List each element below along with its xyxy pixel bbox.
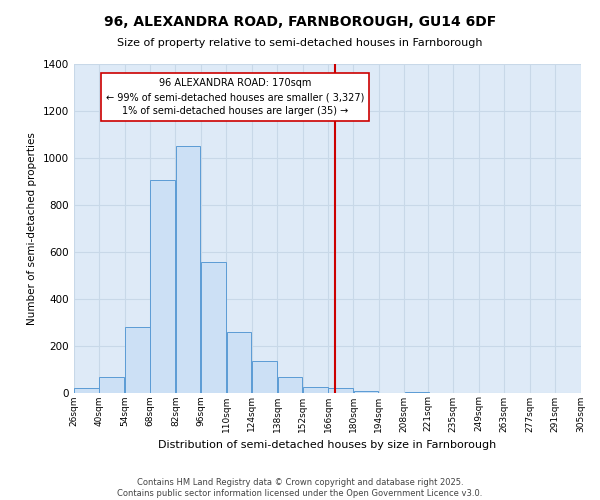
Bar bbox=[278, 378, 302, 392]
Text: Size of property relative to semi-detached houses in Farnborough: Size of property relative to semi-detach… bbox=[117, 38, 483, 48]
Bar bbox=[125, 327, 149, 392]
Bar bbox=[252, 361, 277, 392]
Bar bbox=[74, 388, 99, 392]
Bar bbox=[201, 262, 226, 392]
Bar bbox=[328, 388, 353, 392]
Text: Contains HM Land Registry data © Crown copyright and database right 2025.
Contai: Contains HM Land Registry data © Crown c… bbox=[118, 478, 482, 498]
Text: 96 ALEXANDRA ROAD: 170sqm
← 99% of semi-detached houses are smaller ( 3,327)
1% : 96 ALEXANDRA ROAD: 170sqm ← 99% of semi-… bbox=[106, 78, 365, 116]
Y-axis label: Number of semi-detached properties: Number of semi-detached properties bbox=[27, 132, 37, 324]
Bar bbox=[176, 146, 200, 392]
Bar bbox=[227, 332, 251, 392]
Bar bbox=[303, 386, 328, 392]
Text: 96, ALEXANDRA ROAD, FARNBOROUGH, GU14 6DF: 96, ALEXANDRA ROAD, FARNBOROUGH, GU14 6D… bbox=[104, 15, 496, 29]
Bar bbox=[151, 180, 175, 392]
Bar bbox=[100, 378, 124, 392]
X-axis label: Distribution of semi-detached houses by size in Farnborough: Distribution of semi-detached houses by … bbox=[158, 440, 496, 450]
